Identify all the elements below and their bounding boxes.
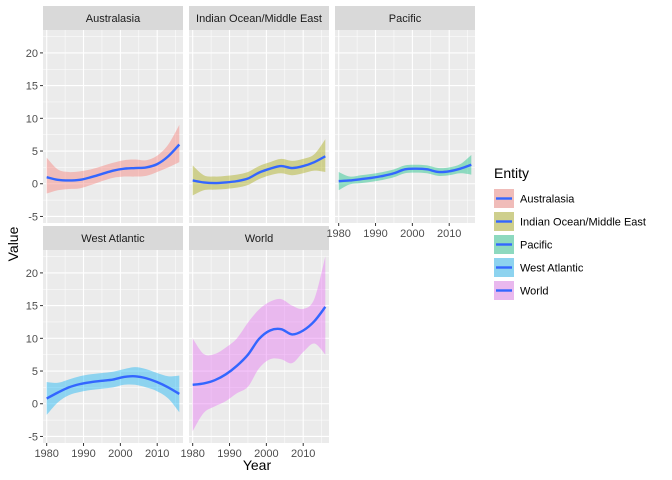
x-tick-label: 1990: [363, 228, 387, 240]
y-tick-label: 10: [26, 113, 38, 125]
legend-entry-indian-ocean-middle-east: Indian Ocean/Middle East: [494, 212, 646, 231]
strip-label-pacific: Pacific: [389, 13, 422, 25]
panel-background: [43, 30, 183, 223]
panel-indian-ocean-middle-east: Indian Ocean/Middle East: [189, 6, 329, 223]
legend-label-australasia: Australasia: [520, 194, 575, 206]
panel-background: [43, 250, 183, 443]
strip-world: [189, 226, 329, 250]
strip-pacific: [335, 6, 475, 30]
y-tick-label: 5: [32, 366, 38, 378]
x-tick-label: 1990: [217, 448, 241, 460]
panel-background: [189, 250, 329, 443]
strip-label-indian-ocean-middle-east: Indian Ocean/Middle East: [196, 13, 322, 25]
legend-label-pacific: Pacific: [520, 240, 553, 252]
legend-entry-australasia: Australasia: [494, 189, 575, 208]
panel-australasia: Australasia: [43, 6, 183, 223]
legend-label-west-atlantic: West Atlantic: [520, 263, 584, 275]
x-tick-label: 1990: [71, 448, 95, 460]
axes: -5 0 5 10 15 20 1980 1990 2000 2010 -5 0 5 10 15 20 1980…: [26, 48, 462, 460]
x-tick-label: 1980: [34, 448, 58, 460]
x-tick-label: 1980: [326, 228, 350, 240]
legend-entry-west-atlantic: West Atlantic: [494, 258, 584, 277]
trend-line-west-atlantic: [46, 375, 180, 400]
x-tick-label: 2010: [145, 448, 169, 460]
legend-entry-pacific: Pacific: [494, 235, 553, 254]
legend-label-indian-ocean-middle-east: Indian Ocean/Middle East: [520, 217, 646, 229]
y-tick-label: 10: [26, 333, 38, 345]
y-tick-label: 20: [26, 268, 38, 280]
y-tick-label: -5: [28, 211, 38, 223]
y-tick-label: 5: [32, 146, 38, 158]
legend-label-world: World: [520, 286, 549, 298]
strip-label-world: World: [245, 233, 274, 245]
panel-pacific: Pacific: [335, 6, 475, 223]
legend-entry-world: World: [494, 281, 549, 300]
strip-label-west-atlantic: West Atlantic: [81, 233, 145, 245]
y-tick-label: -5: [28, 431, 38, 443]
trend-line-australasia: [46, 143, 181, 182]
x-tick-label: 1980: [180, 448, 204, 460]
confidence-band-world: [192, 256, 326, 432]
panel-west-atlantic: West Atlantic: [43, 226, 183, 443]
confidence-band-pacific: [338, 154, 472, 191]
y-tick-label: 15: [26, 301, 38, 313]
y-tick-label: 0: [32, 399, 38, 411]
legend-title: Entity: [494, 165, 529, 181]
x-tick-label: 2000: [254, 448, 278, 460]
panel-world: World: [189, 226, 329, 443]
strip-west-atlantic: [43, 226, 183, 250]
strip-indian-ocean-middle-east: [189, 6, 329, 30]
y-tick-label: 0: [32, 179, 38, 191]
confidence-band-australasia: [46, 124, 180, 194]
panel-background: [189, 30, 329, 223]
y-tick-label: 20: [26, 48, 38, 60]
y-tick-label: 15: [26, 81, 38, 93]
x-tick-label: 2010: [437, 228, 461, 240]
strip-label-australasia: Australasia: [86, 13, 141, 25]
x-tick-label: 2010: [291, 448, 315, 460]
trend-line-pacific: [338, 163, 472, 183]
legend: Entity Australasia Indian Ocean/Middle Ea…: [494, 165, 646, 300]
facet-panels: Australasia Indian Ocean/Middle East Pacif…: [43, 6, 475, 443]
trend-line-indian-ocean-middle-east: [192, 155, 326, 185]
panel-background: [335, 30, 475, 223]
trend-line-world: [192, 306, 327, 386]
x-axis-title: Year: [243, 457, 272, 473]
x-tick-label: 2000: [108, 448, 132, 460]
x-tick-label: 2000: [400, 228, 424, 240]
strip-australasia: [43, 6, 183, 30]
y-axis-title: Value: [5, 226, 21, 261]
